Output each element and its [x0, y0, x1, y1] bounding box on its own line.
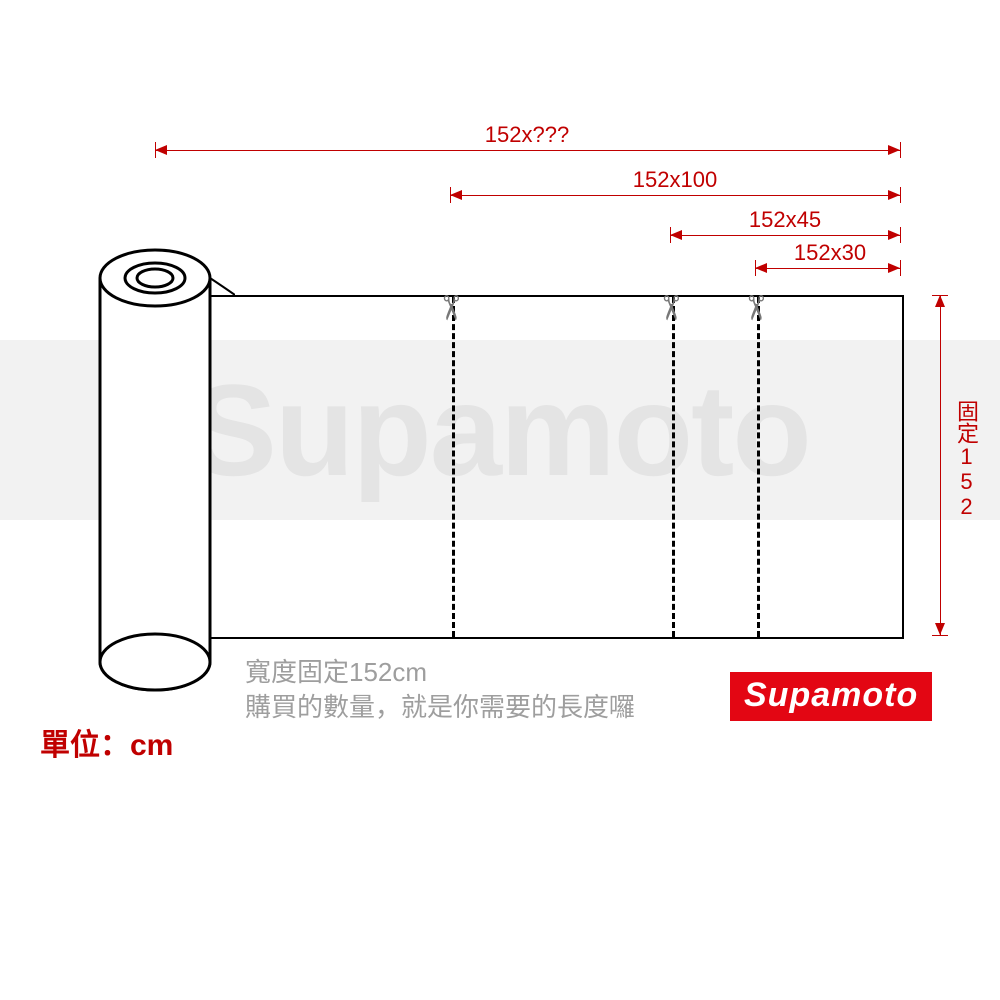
unit-label: 單位：cm [40, 720, 173, 764]
scissors-icon-1: ✂ [650, 294, 690, 323]
dim-h-3-label: 152x30 [794, 240, 866, 266]
dim-h-1-label: 152x100 [633, 167, 717, 193]
dim-h-2-arrow-left [670, 230, 682, 240]
cut-line-1 [672, 297, 675, 637]
dim-h-1-arrow-left [450, 190, 462, 200]
dim-h-0-tick-left [155, 142, 156, 158]
note-line-1: 寬度固定152cm [245, 655, 635, 690]
dim-h-3 [755, 268, 900, 269]
dim-v [940, 295, 941, 635]
dim-h-0-tick-right [900, 142, 901, 158]
diagram-stage: Supamoto 152x??? 152x100 152x45 152x30 ✂… [0, 0, 1000, 1000]
cut-line-0 [452, 297, 455, 637]
dim-h-0-arrow-left [155, 145, 167, 155]
dim-h-1-tick-left [450, 187, 451, 203]
material-sheet [155, 295, 904, 639]
dim-h-2-tick-right [900, 227, 901, 243]
dim-h-2-arrow-right [888, 230, 900, 240]
note-line-2: 購買的數量，就是你需要的長度囉 [245, 690, 635, 725]
dim-v-tick-bottom [932, 635, 948, 636]
note-text: 寬度固定152cm 購買的數量，就是你需要的長度囉 [245, 655, 635, 725]
dim-h-1-arrow-right [888, 190, 900, 200]
dim-v-label: 固定152 [950, 400, 982, 519]
dim-h-0-label: 152x??? [485, 122, 569, 148]
cut-line-2 [757, 297, 760, 637]
dim-h-0 [155, 150, 900, 151]
dim-h-0-arrow-right [888, 145, 900, 155]
dim-h-3-arrow-left [755, 263, 767, 273]
material-roll [65, 240, 235, 700]
dim-h-3-tick-right [900, 260, 901, 276]
dim-h-3-tick-left [755, 260, 756, 276]
dim-h-2-label: 152x45 [749, 207, 821, 233]
dim-v-arrow-down [935, 623, 945, 635]
dim-h-2 [670, 235, 900, 236]
dim-h-1-tick-right [900, 187, 901, 203]
dim-v-tick-top [932, 295, 948, 296]
brand-logo: Supamoto [730, 672, 932, 721]
scissors-icon-2: ✂ [735, 294, 775, 323]
scissors-icon-0: ✂ [430, 294, 470, 323]
dim-v-arrow-up [935, 295, 945, 307]
dim-h-2-tick-left [670, 227, 671, 243]
dim-h-3-arrow-right [888, 263, 900, 273]
dim-h-1 [450, 195, 900, 196]
